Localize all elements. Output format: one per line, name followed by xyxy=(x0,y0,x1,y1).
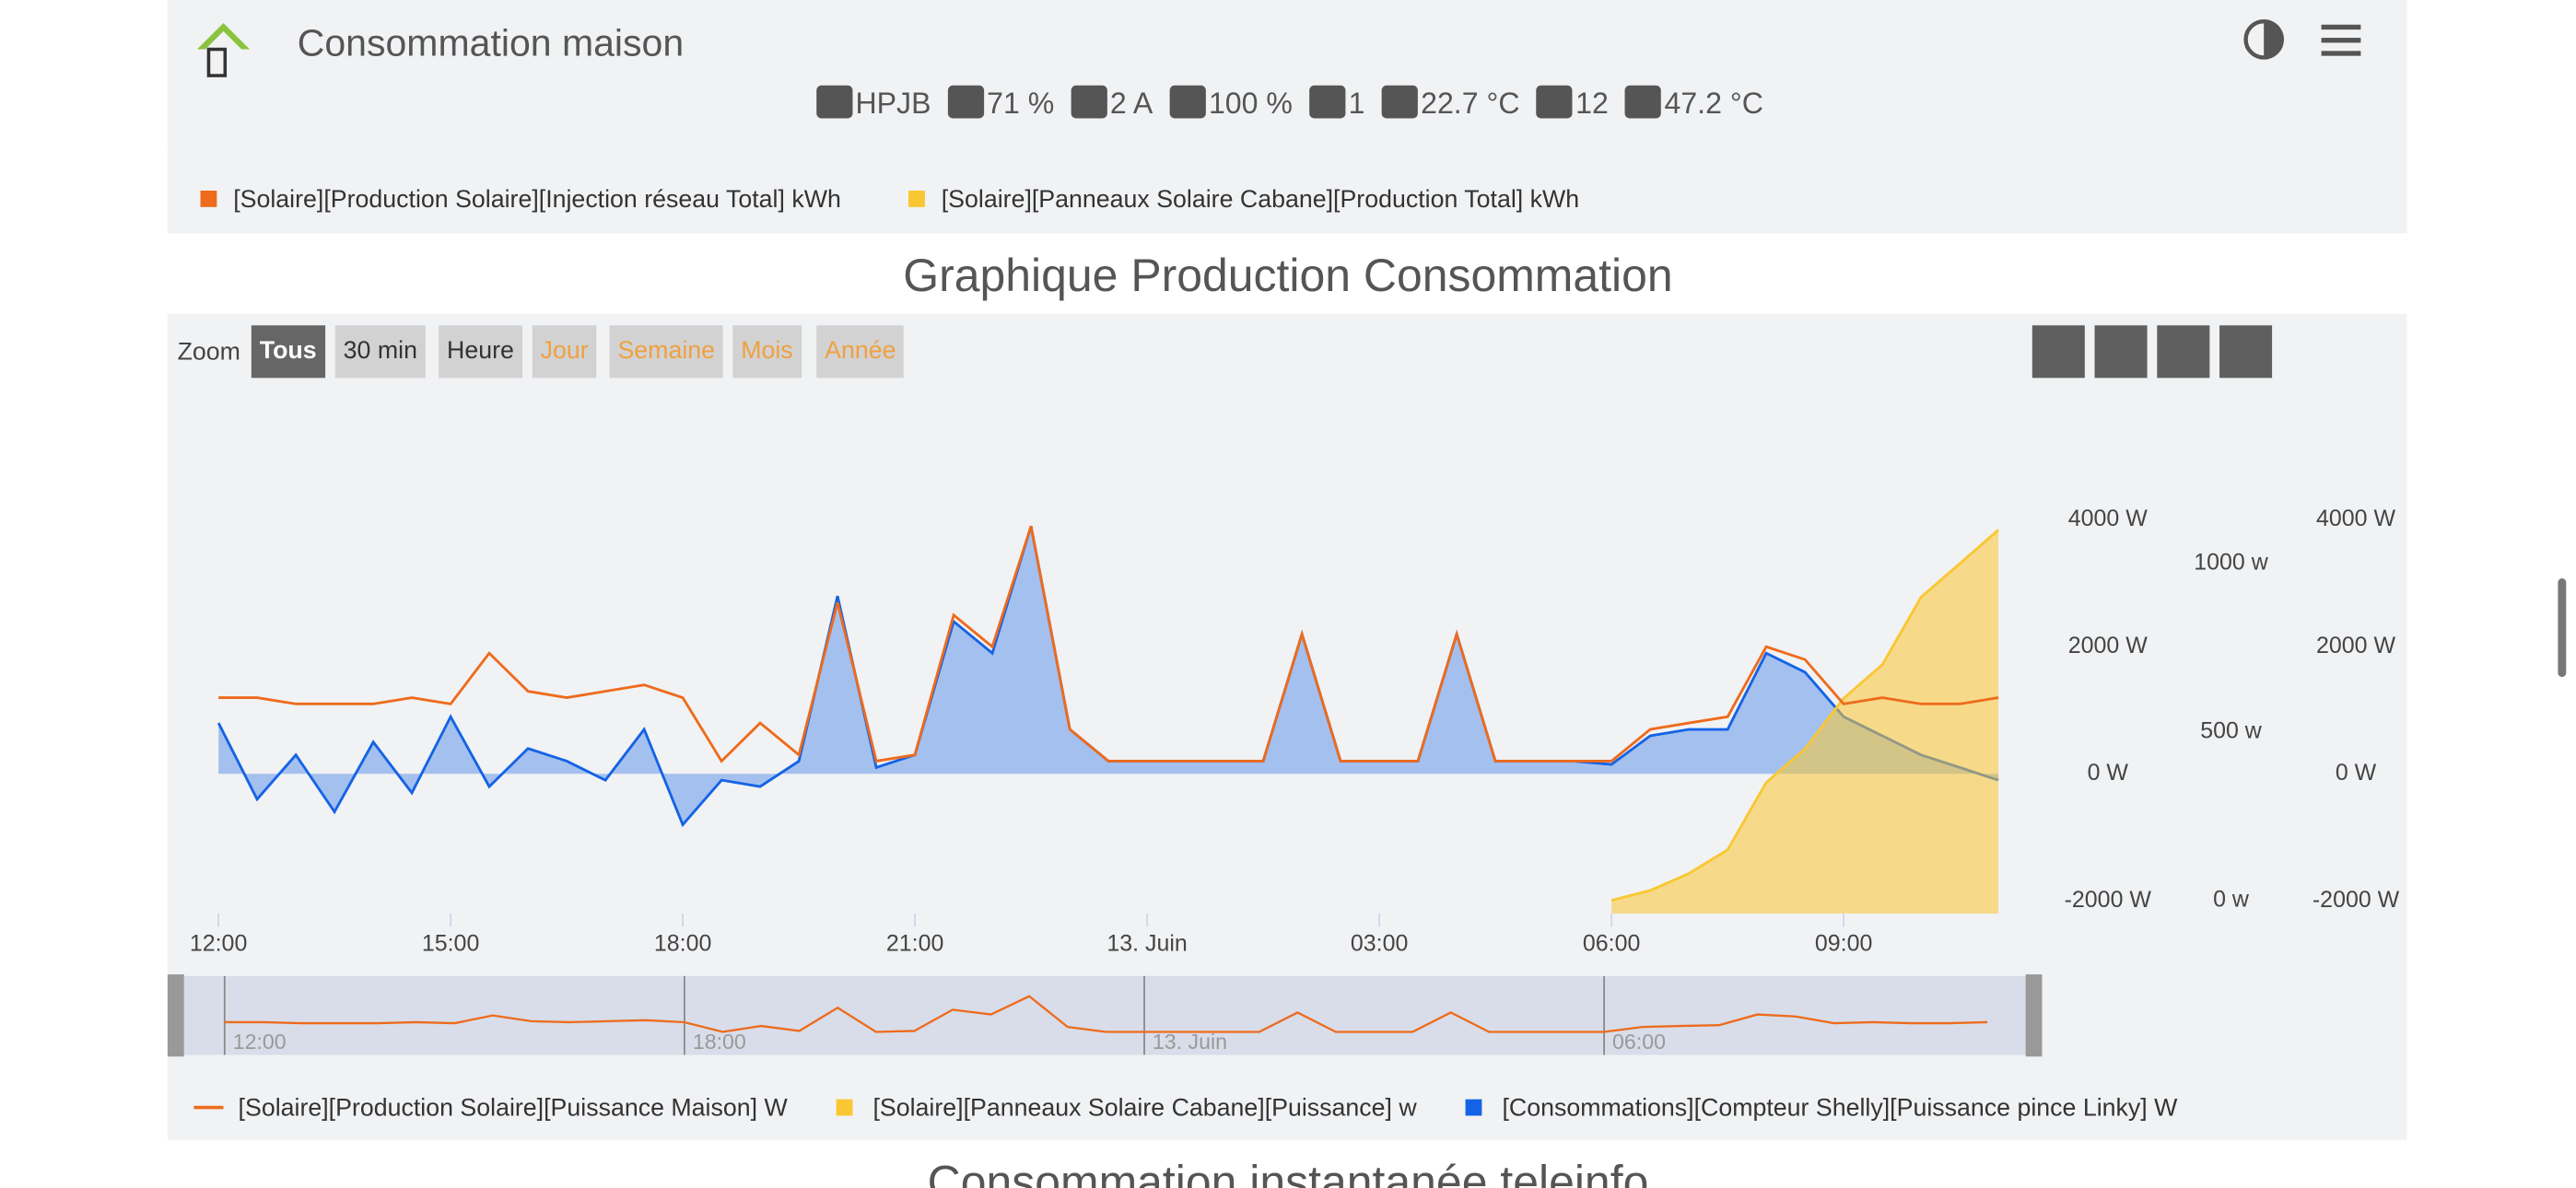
x-tick-label: 15:00 xyxy=(422,931,479,957)
status-value: 22.7 °C xyxy=(1421,87,1520,121)
section-title: Consommation instantanée teleinfo xyxy=(927,1157,1649,1188)
series-line xyxy=(218,525,1999,763)
tool-button[interactable] xyxy=(2219,325,2273,379)
x-tick-label: 13. Juin xyxy=(1107,931,1187,957)
status-value: 2 A xyxy=(1109,87,1153,121)
zoom-button[interactable]: Jour xyxy=(532,325,597,379)
legend-item: [Solaire][Panneaux Solaire Cabane][Produ… xyxy=(908,186,1579,214)
legend-symbol xyxy=(837,1099,854,1116)
y-tick-label: 1000 w xyxy=(2194,550,2268,576)
legend-label: [Solaire][Production Solaire][Injection … xyxy=(233,185,841,214)
navigator xyxy=(183,975,2026,1055)
x-tick-label: 12:00 xyxy=(190,931,247,957)
status-icon xyxy=(815,85,852,119)
legend-label: [Solaire][Panneaux Solaire Cabane][Produ… xyxy=(941,185,1580,214)
series-area xyxy=(218,526,1999,825)
y-tick-label: 0 w xyxy=(2213,886,2250,912)
legend-item[interactable]: [Solaire][Panneaux Solaire Cabane][Puiss… xyxy=(837,1094,1417,1123)
theme-toggle[interactable] xyxy=(2242,18,2285,61)
legend-label: [Solaire][Production Solaire][Puissance … xyxy=(238,1094,788,1123)
y-tick-label: 500 w xyxy=(2200,717,2263,743)
home-icon[interactable] xyxy=(191,17,256,82)
tool-button[interactable] xyxy=(2157,325,2210,379)
legend-item: [Solaire][Production Solaire][Injection … xyxy=(200,185,841,214)
zoom-label: Zoom xyxy=(177,338,240,367)
navigator-handle[interactable] xyxy=(167,974,184,1057)
status-icon xyxy=(1308,85,1346,119)
y-tick-label: 4000 W xyxy=(2316,506,2395,531)
legend-symbol xyxy=(1466,1099,1483,1116)
legend-label: [Solaire][Panneaux Solaire Cabane][Puiss… xyxy=(872,1094,1417,1123)
scrollbar[interactable] xyxy=(2558,578,2567,678)
series-line xyxy=(217,525,1999,828)
status-icon xyxy=(1071,85,1107,119)
navigator-line xyxy=(224,995,1988,1033)
tool-button[interactable] xyxy=(2094,325,2148,379)
status-value: 1 xyxy=(1348,87,1365,121)
top-legend: [Solaire][Production Solaire][Injection … xyxy=(167,147,2407,234)
y-tick-label: 2000 W xyxy=(2068,633,2148,658)
status-value: 71 % xyxy=(987,87,1055,121)
y-tick-label: 4000 W xyxy=(2068,506,2148,531)
zoom-button[interactable]: Semaine xyxy=(609,325,723,379)
tool-button[interactable] xyxy=(2032,325,2085,379)
legend-symbol xyxy=(193,1105,224,1110)
zoom-button[interactable]: 30 min xyxy=(334,325,426,379)
status-bar: HPJB 71 % 2 A 100 % 1 22.7 °C 12 47.2 °C xyxy=(0,85,2576,122)
series-line xyxy=(1610,529,1999,903)
status-value: 47.2 °C xyxy=(1664,87,1763,121)
x-tick-label: 03:00 xyxy=(1351,931,1408,957)
header-bar xyxy=(167,0,2407,148)
status-icon xyxy=(947,85,984,119)
navigator-label: 06:00 xyxy=(1612,1030,1666,1054)
navigator-handle[interactable] xyxy=(2025,974,2043,1057)
navigator-label: 13. Juin xyxy=(1153,1030,1227,1054)
y-tick-label: -2000 W xyxy=(2313,887,2400,913)
series-area xyxy=(1611,530,1999,914)
navigator-label: 12:00 xyxy=(233,1030,287,1054)
status-value: 100 % xyxy=(1208,87,1293,121)
status-value: HPJB xyxy=(855,87,931,121)
status-icon xyxy=(1381,85,1418,119)
legend-label: [Consommations][Compteur Shelly][Puissan… xyxy=(1502,1094,2178,1123)
status-value: 12 xyxy=(1575,87,1609,121)
zoom-button[interactable]: Année xyxy=(816,325,905,379)
y-tick-label: 0 W xyxy=(2336,760,2377,786)
x-tick-label: 21:00 xyxy=(886,931,943,957)
y-tick-label: 0 W xyxy=(2088,760,2129,786)
navigator-label: 18:00 xyxy=(693,1030,746,1054)
x-tick-label: 09:00 xyxy=(1815,931,1872,957)
chart-legend: [Solaire][Production Solaire][Puissance … xyxy=(193,1094,2226,1124)
zoom-button[interactable]: Tous xyxy=(251,325,325,379)
status-icon xyxy=(1169,85,1206,119)
app-title: Consommation maison xyxy=(297,21,685,64)
status-icon xyxy=(1624,85,1661,119)
legend-item[interactable]: [Consommations][Compteur Shelly][Puissan… xyxy=(1466,1094,2178,1123)
y-tick-label: -2000 W xyxy=(2065,887,2152,913)
x-tick-label: 06:00 xyxy=(1583,931,1640,957)
zoom-button[interactable]: Mois xyxy=(732,325,802,379)
zoom-button[interactable]: Heure xyxy=(439,325,522,379)
legend-item[interactable]: [Solaire][Production Solaire][Puissance … xyxy=(193,1094,788,1123)
status-icon xyxy=(1536,85,1573,119)
menu-button[interactable] xyxy=(2320,21,2362,61)
section-title: Graphique Production Consommation xyxy=(903,250,1673,301)
y-tick-label: 2000 W xyxy=(2316,633,2395,658)
x-tick-label: 18:00 xyxy=(654,931,711,957)
